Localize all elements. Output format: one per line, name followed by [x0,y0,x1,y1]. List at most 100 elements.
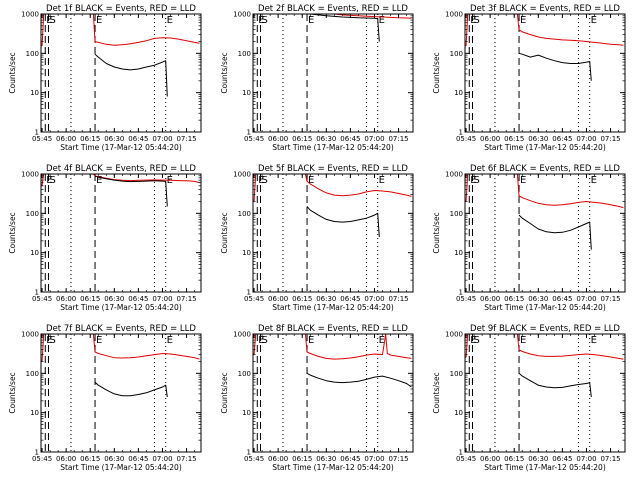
x-axis-label: Start Time (17-Mar-12 05:44:20) [60,143,182,152]
x-axis-label: Start Time (17-Mar-12 05:44:20) [484,143,606,152]
y-axis-label: Counts/sec [8,52,17,93]
x-axis-label: Start Time (17-Mar-12 05:44:20) [60,463,182,472]
y-tick-label: 10 [30,89,39,97]
x-tick-label: 06:00 [56,455,76,463]
y-tick-label: 1000 [21,331,39,339]
x-tick-label: 05:45 [456,455,476,463]
x-tick-label: 07:00 [152,295,172,303]
marker-label: E [46,175,52,186]
marker-label: E [520,175,526,186]
x-tick-label: 06:00 [56,295,76,303]
x-tick-label: 07:15 [176,455,196,463]
y-axis-label: Counts/sec [220,52,229,93]
y-tick-label: 1 [247,289,251,297]
x-axis-label: Start Time (17-Mar-12 05:44:20) [484,463,606,472]
y-tick-label: 10 [242,409,251,417]
y-tick-label: 10 [242,89,251,97]
x-axis-label: Start Time (17-Mar-12 05:44:20) [484,303,606,312]
x-tick-label: 06:45 [552,295,572,303]
y-tick-label: 1000 [445,11,463,19]
marker-label: S [473,335,479,346]
y-tick-label: 100 [26,50,39,58]
x-tick-label: 07:15 [600,135,620,143]
x-tick-label: 05:45 [244,135,264,143]
plot-frame [40,333,202,453]
x-tick-label: 06:00 [56,135,76,143]
y-axis-label: Counts/sec [220,212,229,253]
series-line-events [94,175,168,207]
x-tick-label: 07:15 [176,295,196,303]
x-tick-label: 06:15 [292,455,312,463]
chart-title: Det 8f BLACK = Events, RED = LLD [258,324,408,334]
marker-label: S [261,15,267,26]
x-tick-label: 05:45 [456,295,476,303]
marker-label: S [49,175,55,186]
x-tick-label: 06:45 [128,295,148,303]
x-tick-label: 06:30 [104,295,124,303]
y-tick-label: 1 [35,129,39,137]
x-tick-label: 06:15 [80,295,100,303]
x-tick-label: 06:45 [128,135,148,143]
x-tick-label: 07:15 [600,455,620,463]
x-tick-label: 07:00 [576,295,596,303]
marker-label: E [258,15,264,26]
x-tick-label: 06:00 [480,295,500,303]
x-tick-label: 06:00 [480,455,500,463]
y-axis-label: Counts/sec [8,372,17,413]
y-tick-label: 10 [454,89,463,97]
y-axis-label: Counts/sec [220,372,229,413]
plot-frame [464,13,626,133]
x-tick-label: 06:45 [552,455,572,463]
marker-label: E [470,335,476,346]
y-tick-label: 10 [242,249,251,257]
chart-title: Det 9f BLACK = Events, RED = LLD [470,324,620,334]
y-tick-label: 1 [247,449,251,457]
x-tick-label: 06:30 [104,455,124,463]
y-tick-label: 10 [454,409,463,417]
x-tick-label: 06:30 [528,135,548,143]
marker-label: S [473,15,479,26]
x-tick-label: 06:15 [292,295,312,303]
y-tick-label: 100 [450,210,463,218]
series-line-events [94,53,168,97]
marker-label: S [473,175,479,186]
chart-title: Det 2f BLACK = Events, RED = LLD [258,4,408,14]
x-tick-label: 06:15 [504,135,524,143]
marker-label: E [258,175,264,186]
marker-label: E [470,15,476,26]
x-tick-label: 06:30 [528,295,548,303]
marker-label: E [470,175,476,186]
marker-label: E [308,15,314,26]
marker-label: E [591,15,597,26]
x-tick-label: 07:00 [364,455,384,463]
y-tick-label: 10 [30,249,39,257]
plot-frame [252,13,414,133]
x-tick-label: 05:45 [244,295,264,303]
series-line-lld [464,333,624,360]
series-line-events [518,214,592,250]
x-axis-label: Start Time (17-Mar-12 05:44:20) [272,303,394,312]
marker-label: S [261,175,267,186]
y-tick-label: 100 [238,370,251,378]
series-line-events [518,372,592,398]
x-tick-label: 07:00 [364,135,384,143]
marker-label: E [46,335,52,346]
x-axis-label: Start Time (17-Mar-12 05:44:20) [272,143,394,152]
marker-label: E [591,175,597,186]
marker-label: E [379,335,385,346]
y-tick-label: 1000 [21,11,39,19]
x-axis-label: Start Time (17-Mar-12 05:44:20) [272,463,394,472]
x-axis-label: Start Time (17-Mar-12 05:44:20) [60,303,182,312]
y-axis-label: Counts/sec [432,52,441,93]
x-tick-label: 07:00 [152,135,172,143]
y-tick-label: 10 [454,249,463,257]
y-axis-label: Counts/sec [8,212,17,253]
x-tick-label: 06:15 [504,295,524,303]
